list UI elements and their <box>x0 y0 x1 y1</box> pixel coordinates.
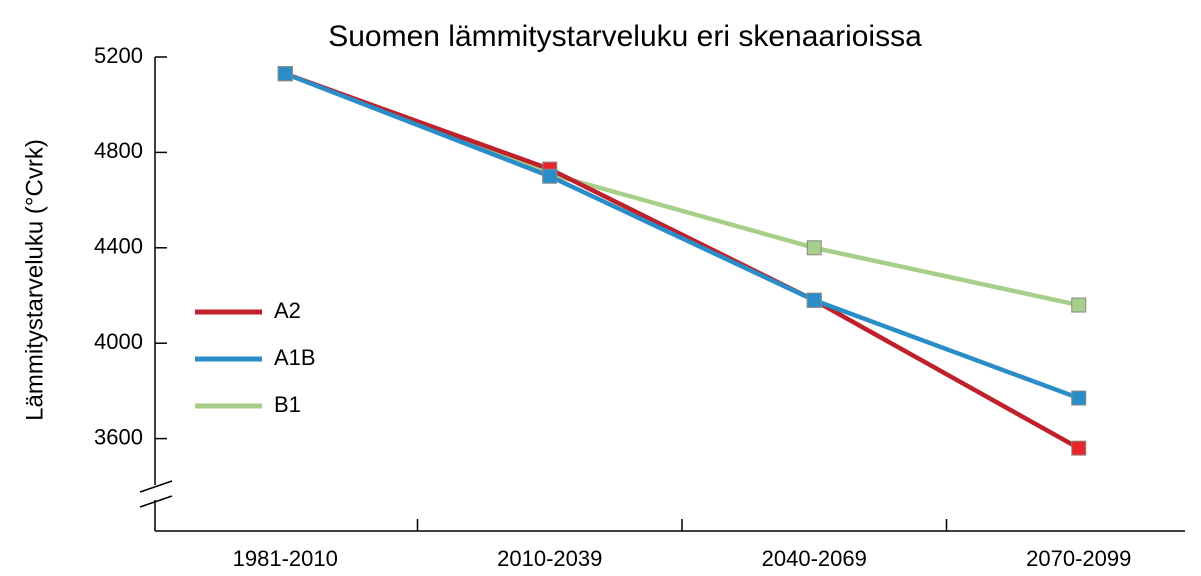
legend-label: A1B <box>274 345 316 370</box>
axis-break <box>139 480 173 508</box>
y-axis-label: Lämmitystarveluku (°Cvrk) <box>21 139 48 421</box>
y-tick-label: 4800 <box>94 138 143 163</box>
series-line <box>284 71 1080 401</box>
legend-label: A2 <box>274 298 301 323</box>
series-line <box>284 71 1080 451</box>
legend-label: B1 <box>274 392 301 417</box>
x-tick-label: 1981-2010 <box>233 546 338 571</box>
chart-title: Suomen lämmitystarveluku eri skenaariois… <box>328 20 922 53</box>
marker <box>806 292 822 308</box>
series-line <box>284 71 1080 308</box>
x-tick-label: 2040-2069 <box>762 546 867 571</box>
x-tick-label: 2070-2099 <box>1026 546 1131 571</box>
x-tick-label: 2010-2039 <box>497 546 602 571</box>
marker <box>277 66 293 82</box>
marker <box>1071 440 1087 456</box>
marker <box>1071 390 1087 406</box>
y-tick-label: 5200 <box>94 43 143 68</box>
y-tick-label: 4400 <box>94 234 143 259</box>
marker <box>542 168 558 184</box>
y-tick-label: 3600 <box>94 424 143 449</box>
marker <box>806 240 822 256</box>
marker <box>1071 297 1087 313</box>
y-tick-label: 4000 <box>94 329 143 354</box>
